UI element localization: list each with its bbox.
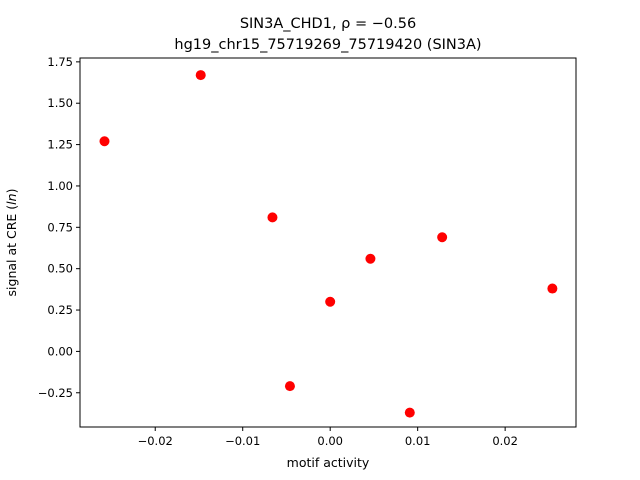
x-tick-label: 0.00 [317, 434, 343, 448]
y-axis-label-suffix: ) [4, 189, 19, 194]
y-tick-label: 0.00 [47, 344, 73, 358]
data-point [547, 283, 558, 294]
y-tick-label: 1.25 [47, 138, 73, 152]
data-points [99, 70, 558, 418]
x-tick-label: −0.02 [138, 434, 173, 448]
x-axis-ticks: −0.02 −0.01 0.00 0.01 0.02 [138, 427, 518, 448]
y-tick-label: 0.25 [47, 303, 73, 317]
data-point [325, 296, 336, 307]
y-tick-label: −0.25 [38, 386, 73, 400]
data-point [99, 136, 110, 147]
plot-area-frame [79, 57, 577, 428]
y-tick-label: 1.75 [47, 55, 73, 69]
x-tick-label: 0.01 [405, 434, 431, 448]
x-tick-label: 0.02 [492, 434, 518, 448]
data-point [284, 381, 295, 392]
y-tick-label: 1.00 [47, 179, 73, 193]
y-axis-label-italic: ln [4, 193, 19, 204]
y-tick-label: 0.50 [47, 262, 73, 276]
data-point [195, 70, 206, 81]
chart-title-line-2: hg19_chr15_75719269_75719420 (SIN3A) [174, 37, 481, 53]
y-tick-label: 1.50 [47, 96, 73, 110]
x-axis-label: motif activity [287, 455, 370, 470]
y-axis-label: signal at CRE (ln) [4, 189, 19, 297]
y-axis-ticks: −0.25 0.00 0.25 0.50 0.75 1.00 1.25 1.50 1.75 [38, 55, 80, 400]
data-point [267, 212, 278, 223]
data-point [404, 407, 415, 418]
y-tick-label: 0.75 [47, 220, 73, 234]
y-axis-label-prefix: signal at CRE ( [4, 205, 19, 297]
chart-title-line-1: SIN3A_CHD1, ρ = −0.56 [240, 16, 416, 32]
data-point [365, 253, 376, 264]
data-point [437, 232, 448, 243]
x-tick-label: −0.01 [225, 434, 260, 448]
